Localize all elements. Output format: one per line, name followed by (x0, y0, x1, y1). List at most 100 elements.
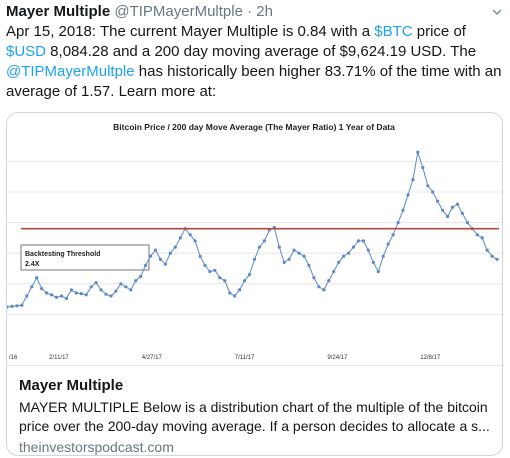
data-point (64, 296, 68, 301)
x-tick-label: 2/11/17 (49, 355, 69, 361)
data-point (54, 295, 59, 299)
data-point (10, 304, 14, 308)
cashtag-link[interactable]: $USD (6, 43, 47, 60)
user-handle[interactable]: @TIPMayerMultple (114, 3, 243, 20)
separator: · (247, 3, 253, 20)
data-point (282, 260, 286, 264)
data-point (45, 291, 49, 295)
data-point (247, 273, 252, 277)
data-point (446, 214, 450, 219)
data-point (371, 260, 375, 264)
link-card[interactable]: Bitcoin Price / 200 day Move Average (Th… (6, 112, 503, 456)
data-point (233, 294, 237, 298)
data-point (455, 202, 459, 206)
data-point (129, 288, 133, 292)
tweet-text-segment: 8,084.28 and a 200 day moving average of… (46, 43, 477, 60)
data-point (495, 257, 499, 261)
data-point (178, 236, 182, 240)
tweet-header: Mayer Multiple @TIPMayerMultple · 2h (6, 2, 504, 22)
data-point (460, 211, 464, 215)
data-point (193, 239, 197, 243)
x-tick-label: 7/11/17 (235, 355, 255, 361)
data-point (59, 294, 64, 298)
data-point (153, 248, 158, 252)
data-point (168, 251, 172, 255)
timestamp[interactable]: 2h (256, 3, 273, 20)
chevron-down-icon[interactable] (490, 5, 504, 19)
data-point (252, 257, 257, 261)
tweet-text-segment: Apr 15, 2018: The current Mayer Multiple… (6, 23, 375, 40)
chart-title: Bitcoin Price / 200 day Move Average (Th… (113, 122, 395, 132)
data-point (376, 269, 380, 274)
data-point (490, 254, 494, 258)
tweet-text-segment: has historically been higher 83.71% of t… (6, 63, 502, 100)
data-point (99, 288, 103, 292)
data-point (79, 292, 83, 296)
data-point (292, 248, 296, 252)
threshold-label: Backtesting Threshold (25, 251, 100, 258)
data-point (480, 236, 484, 240)
data-point (436, 199, 440, 203)
data-point (213, 268, 217, 272)
data-point (228, 291, 232, 295)
data-point (144, 263, 148, 267)
card-title[interactable]: Mayer Multiple (19, 377, 124, 394)
data-point (421, 165, 425, 170)
data-point (139, 274, 143, 278)
data-point (441, 208, 445, 212)
data-point (361, 239, 365, 243)
data-point (35, 276, 39, 280)
data-point (312, 276, 316, 280)
data-point (89, 285, 93, 289)
card-domain[interactable]: theinvestorspodcast.com (19, 439, 174, 455)
data-point (238, 288, 242, 292)
card-text[interactable]: Mayer Multiple MAYER MULTIPLE Below is a… (7, 366, 502, 455)
data-point (356, 239, 360, 243)
data-point (148, 254, 153, 258)
threshold-label-box (20, 244, 150, 271)
tweet-text-segment: price of (412, 23, 466, 40)
data-point (25, 294, 29, 298)
tweet-text: Apr 15, 2018: The current Mayer Multiple… (6, 22, 502, 102)
data-point (84, 293, 88, 297)
display-name[interactable]: Mayer Multiple (6, 3, 111, 20)
threshold-value-label: 2.4X (25, 261, 40, 268)
data-point (277, 245, 281, 249)
mention-link[interactable]: @TIPMayerMultple (6, 63, 135, 80)
data-point (30, 285, 34, 289)
card-chart-image: Bitcoin Price / 200 day Move Average (Th… (7, 113, 502, 366)
data-point (173, 245, 177, 249)
data-point (257, 245, 262, 249)
data-point (198, 254, 202, 258)
data-point (351, 245, 356, 249)
data-point (287, 257, 291, 261)
data-point (485, 248, 489, 252)
data-point (114, 289, 118, 293)
data-point (158, 257, 162, 261)
cashtag-link[interactable]: $BTC (374, 23, 413, 40)
mayer-multiple-chart: Bitcoin Price / 200 day Move Average (Th… (7, 122, 502, 361)
data-point (119, 282, 123, 286)
data-point (40, 287, 44, 291)
data-point (243, 279, 247, 283)
data-point (342, 254, 346, 258)
data-point (302, 254, 306, 258)
data-point (381, 254, 385, 258)
data-point (124, 285, 128, 289)
data-point (346, 251, 351, 255)
data-point (327, 279, 331, 283)
data-point (366, 248, 370, 252)
data-point (69, 288, 73, 292)
data-point (188, 233, 192, 237)
x-tick-label: 4/27/17 (142, 355, 163, 361)
data-point (431, 190, 435, 194)
data-point (396, 221, 400, 225)
data-point (203, 263, 207, 267)
data-point (94, 281, 98, 285)
data-point (337, 260, 341, 264)
data-point (307, 263, 311, 267)
data-point (134, 279, 138, 283)
data-point (317, 285, 321, 289)
threshold-annotation: Backtesting Threshold 2.4X (20, 244, 150, 271)
data-point (104, 292, 108, 296)
